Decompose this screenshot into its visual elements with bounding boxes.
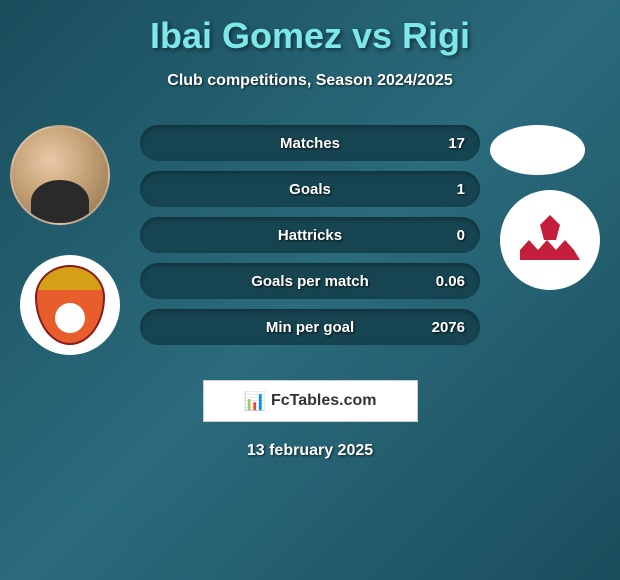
stat-label: Matches <box>280 135 340 152</box>
player-avatar-right <box>490 125 585 175</box>
stat-label: Goals <box>289 181 331 198</box>
stat-value: 2076 <box>432 319 465 336</box>
stats-area: Matches 17 Goals 1 Hattricks 0 Goals per… <box>0 125 620 365</box>
fctables-logo[interactable]: 📊 FcTables.com <box>203 380 418 422</box>
logo-text: FcTables.com <box>271 392 377 410</box>
club-badge-right <box>500 190 600 290</box>
chart-icon: 📊 <box>244 391 266 412</box>
page-title: Ibai Gomez vs Rigi <box>0 15 620 57</box>
stat-bar-goals-per-match: Goals per match 0.06 <box>140 263 480 299</box>
stat-label: Hattricks <box>278 227 342 244</box>
stat-value: 17 <box>448 135 465 152</box>
club-badge-left <box>20 255 120 355</box>
stat-label: Min per goal <box>266 319 354 336</box>
date-text: 13 february 2025 <box>0 442 620 460</box>
subtitle: Club competitions, Season 2024/2025 <box>0 72 620 90</box>
club-badge-right-icon <box>520 210 580 270</box>
player-avatar-left <box>10 125 110 225</box>
stat-bar-min-per-goal: Min per goal 2076 <box>140 309 480 345</box>
club-badge-left-icon <box>35 265 105 345</box>
stat-bar-matches: Matches 17 <box>140 125 480 161</box>
stat-label: Goals per match <box>251 273 369 290</box>
stat-bar-hattricks: Hattricks 0 <box>140 217 480 253</box>
main-container: Ibai Gomez vs Rigi Club competitions, Se… <box>0 0 620 470</box>
stat-bars-container: Matches 17 Goals 1 Hattricks 0 Goals per… <box>140 125 480 355</box>
stat-value: 0.06 <box>436 273 465 290</box>
stat-value: 0 <box>457 227 465 244</box>
stat-value: 1 <box>457 181 465 198</box>
stat-bar-goals: Goals 1 <box>140 171 480 207</box>
